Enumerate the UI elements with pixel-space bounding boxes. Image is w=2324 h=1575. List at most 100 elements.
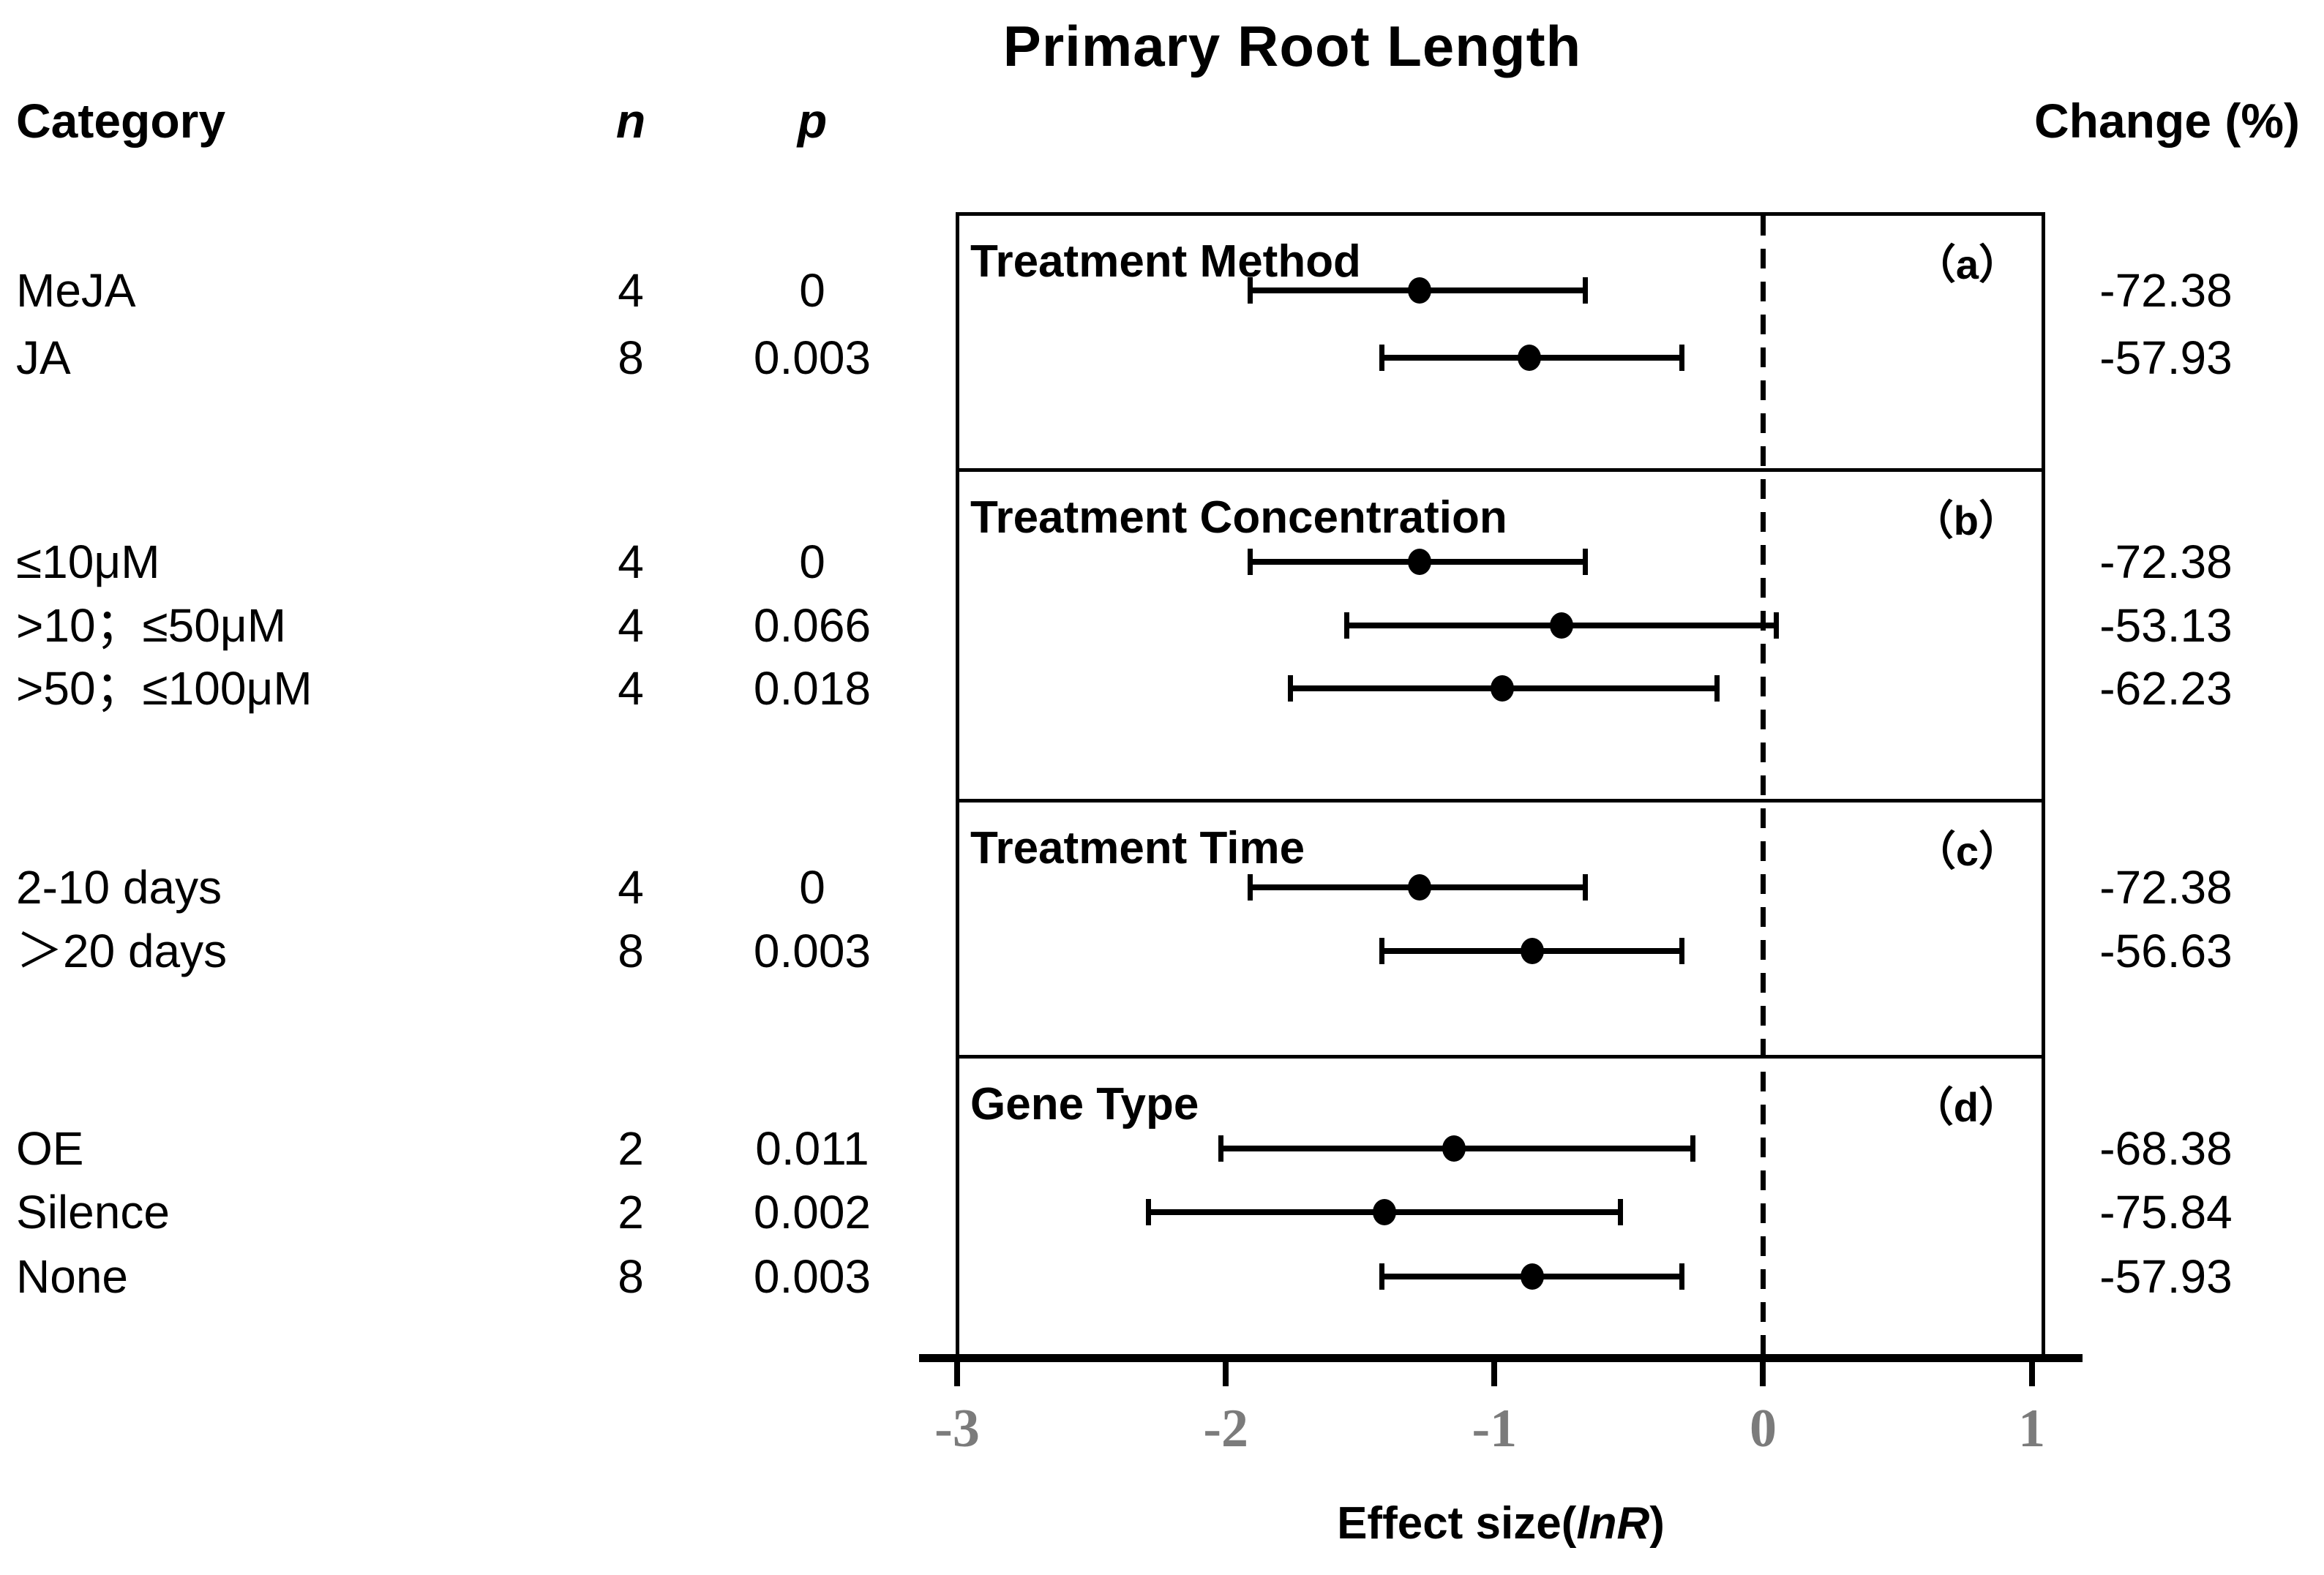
- error-bar-cap-right: [1583, 549, 1589, 575]
- x-axis-title: Effect size(lnR): [1208, 1492, 1793, 1555]
- panel-title: Gene Type: [970, 1079, 1199, 1129]
- error-bar-cap-left: [1145, 1199, 1151, 1225]
- error-bar-cap-right: [1617, 1199, 1623, 1225]
- row-change-value: -68.38: [2099, 1122, 2233, 1175]
- error-bar-cap-right: [1583, 277, 1589, 304]
- error-bar-cap-right: [1679, 1263, 1685, 1290]
- row-p-value: 0.003: [753, 1250, 872, 1303]
- column-header-n: n: [615, 94, 646, 148]
- row-category-label: ≤10μM: [16, 535, 160, 588]
- error-bar-cap-left: [1248, 874, 1253, 901]
- x-axis-title-suffix: ): [1649, 1498, 1665, 1549]
- panel-separator-2: [956, 1055, 2045, 1059]
- column-header-p: p: [797, 94, 828, 148]
- row-n-value: 8: [618, 1250, 644, 1303]
- column-header-category: Category: [16, 94, 226, 148]
- panel-separator-1: [956, 799, 2045, 802]
- x-axis-tick-label: -2: [1203, 1399, 1248, 1459]
- row-p-value: 0.011: [755, 1122, 869, 1175]
- row-category-label: OE: [16, 1122, 84, 1175]
- error-bar-cap-left: [1344, 612, 1350, 639]
- panel-letter: （b）: [1912, 497, 2020, 544]
- x-axis-tick-label: 1: [2018, 1399, 2046, 1459]
- effect-size-dot: [1550, 612, 1574, 639]
- x-axis-tick: [954, 1362, 960, 1386]
- error-bar-cap-right: [1690, 1135, 1696, 1162]
- row-p-value: 0.018: [753, 662, 872, 715]
- row-n-value: 2: [618, 1122, 644, 1175]
- error-bar-cap-left: [1288, 675, 1294, 702]
- error-bar-cap-left: [1379, 345, 1385, 371]
- row-n-value: 2: [618, 1186, 644, 1238]
- error-bar-cap-right: [1679, 345, 1685, 371]
- x-axis-tick-label: -1: [1472, 1399, 1518, 1459]
- panel-title: Treatment Time: [970, 823, 1305, 873]
- panel-separator-0: [956, 468, 2045, 472]
- x-axis-title-symbol: lnR: [1576, 1498, 1650, 1549]
- row-n-value: 4: [618, 662, 644, 715]
- effect-size-dot: [1407, 277, 1431, 304]
- row-category-label: ＞20 days: [16, 925, 228, 977]
- row-p-value: 0.003: [753, 331, 872, 384]
- error-bar-cap-left: [1379, 1263, 1385, 1290]
- row-n-value: 4: [618, 861, 644, 914]
- zero-reference-line: [1761, 216, 1766, 1354]
- effect-size-dot: [1518, 345, 1542, 371]
- effect-size-dot: [1407, 549, 1431, 575]
- row-change-value: -53.13: [2099, 599, 2233, 652]
- row-n-value: 4: [618, 599, 644, 652]
- error-bar-cap-right: [1714, 675, 1720, 702]
- effect-size-dot: [1520, 1263, 1544, 1290]
- effect-size-dot: [1491, 675, 1515, 702]
- panel-letter: （a）: [1914, 241, 2020, 287]
- error-bar-cap-left: [1248, 277, 1253, 304]
- error-bar-cap-right: [1583, 874, 1589, 901]
- x-axis-tick: [1491, 1362, 1498, 1386]
- error-bar-cap-left: [1248, 549, 1253, 575]
- row-category-label: None: [16, 1250, 128, 1303]
- panel-letter: （d）: [1912, 1084, 2020, 1130]
- error-bar-cap-right: [1773, 612, 1779, 639]
- row-p-value: 0: [799, 264, 825, 317]
- row-n-value: 8: [618, 925, 644, 977]
- row-change-value: -62.23: [2099, 662, 2233, 715]
- row-p-value: 0: [799, 861, 825, 914]
- row-change-value: -72.38: [2099, 535, 2233, 588]
- row-n-value: 4: [618, 264, 644, 317]
- error-bar-cap-left: [1379, 938, 1385, 964]
- row-n-value: 4: [618, 535, 644, 588]
- row-change-value: -75.84: [2099, 1186, 2233, 1238]
- row-n-value: 8: [618, 331, 644, 384]
- x-axis-tick: [1223, 1362, 1229, 1386]
- x-axis-tick: [1760, 1362, 1766, 1386]
- row-category-label: >50；≤100μM: [16, 662, 312, 715]
- row-change-value: -72.38: [2099, 861, 2233, 914]
- row-p-value: 0: [799, 535, 825, 588]
- x-axis-tick-label: 0: [1749, 1399, 1777, 1459]
- row-change-value: -57.93: [2099, 1250, 2233, 1303]
- row-p-value: 0.002: [753, 1186, 872, 1238]
- error-bar-cap-right: [1679, 938, 1685, 964]
- row-change-value: -72.38: [2099, 264, 2233, 317]
- x-axis-tick: [2028, 1362, 2035, 1386]
- row-change-value: -56.63: [2099, 925, 2233, 977]
- error-bar-cap-left: [1218, 1135, 1223, 1162]
- x-axis-line: [919, 1354, 2083, 1362]
- plot-outer-border: [956, 212, 2045, 1362]
- figure-title: Primary Root Length: [1002, 14, 1582, 78]
- row-category-label: 2-10 days: [16, 861, 222, 914]
- row-category-label: >10；≤50μM: [16, 599, 287, 652]
- row-category-label: Silence: [16, 1186, 170, 1238]
- x-axis-tick-label: -3: [934, 1399, 980, 1459]
- effect-size-dot: [1520, 938, 1544, 964]
- row-category-label: JA: [16, 331, 71, 384]
- panel-letter: （c）: [1914, 828, 2020, 874]
- column-header-change: Change (%): [2034, 94, 2300, 148]
- x-axis-title-prefix: Effect size(: [1337, 1498, 1577, 1549]
- effect-size-dot: [1407, 874, 1431, 901]
- panel-title: Treatment Method: [970, 236, 1361, 287]
- effect-size-dot: [1442, 1135, 1466, 1162]
- panel-title: Treatment Concentration: [970, 492, 1507, 543]
- row-category-label: MeJA: [16, 264, 136, 317]
